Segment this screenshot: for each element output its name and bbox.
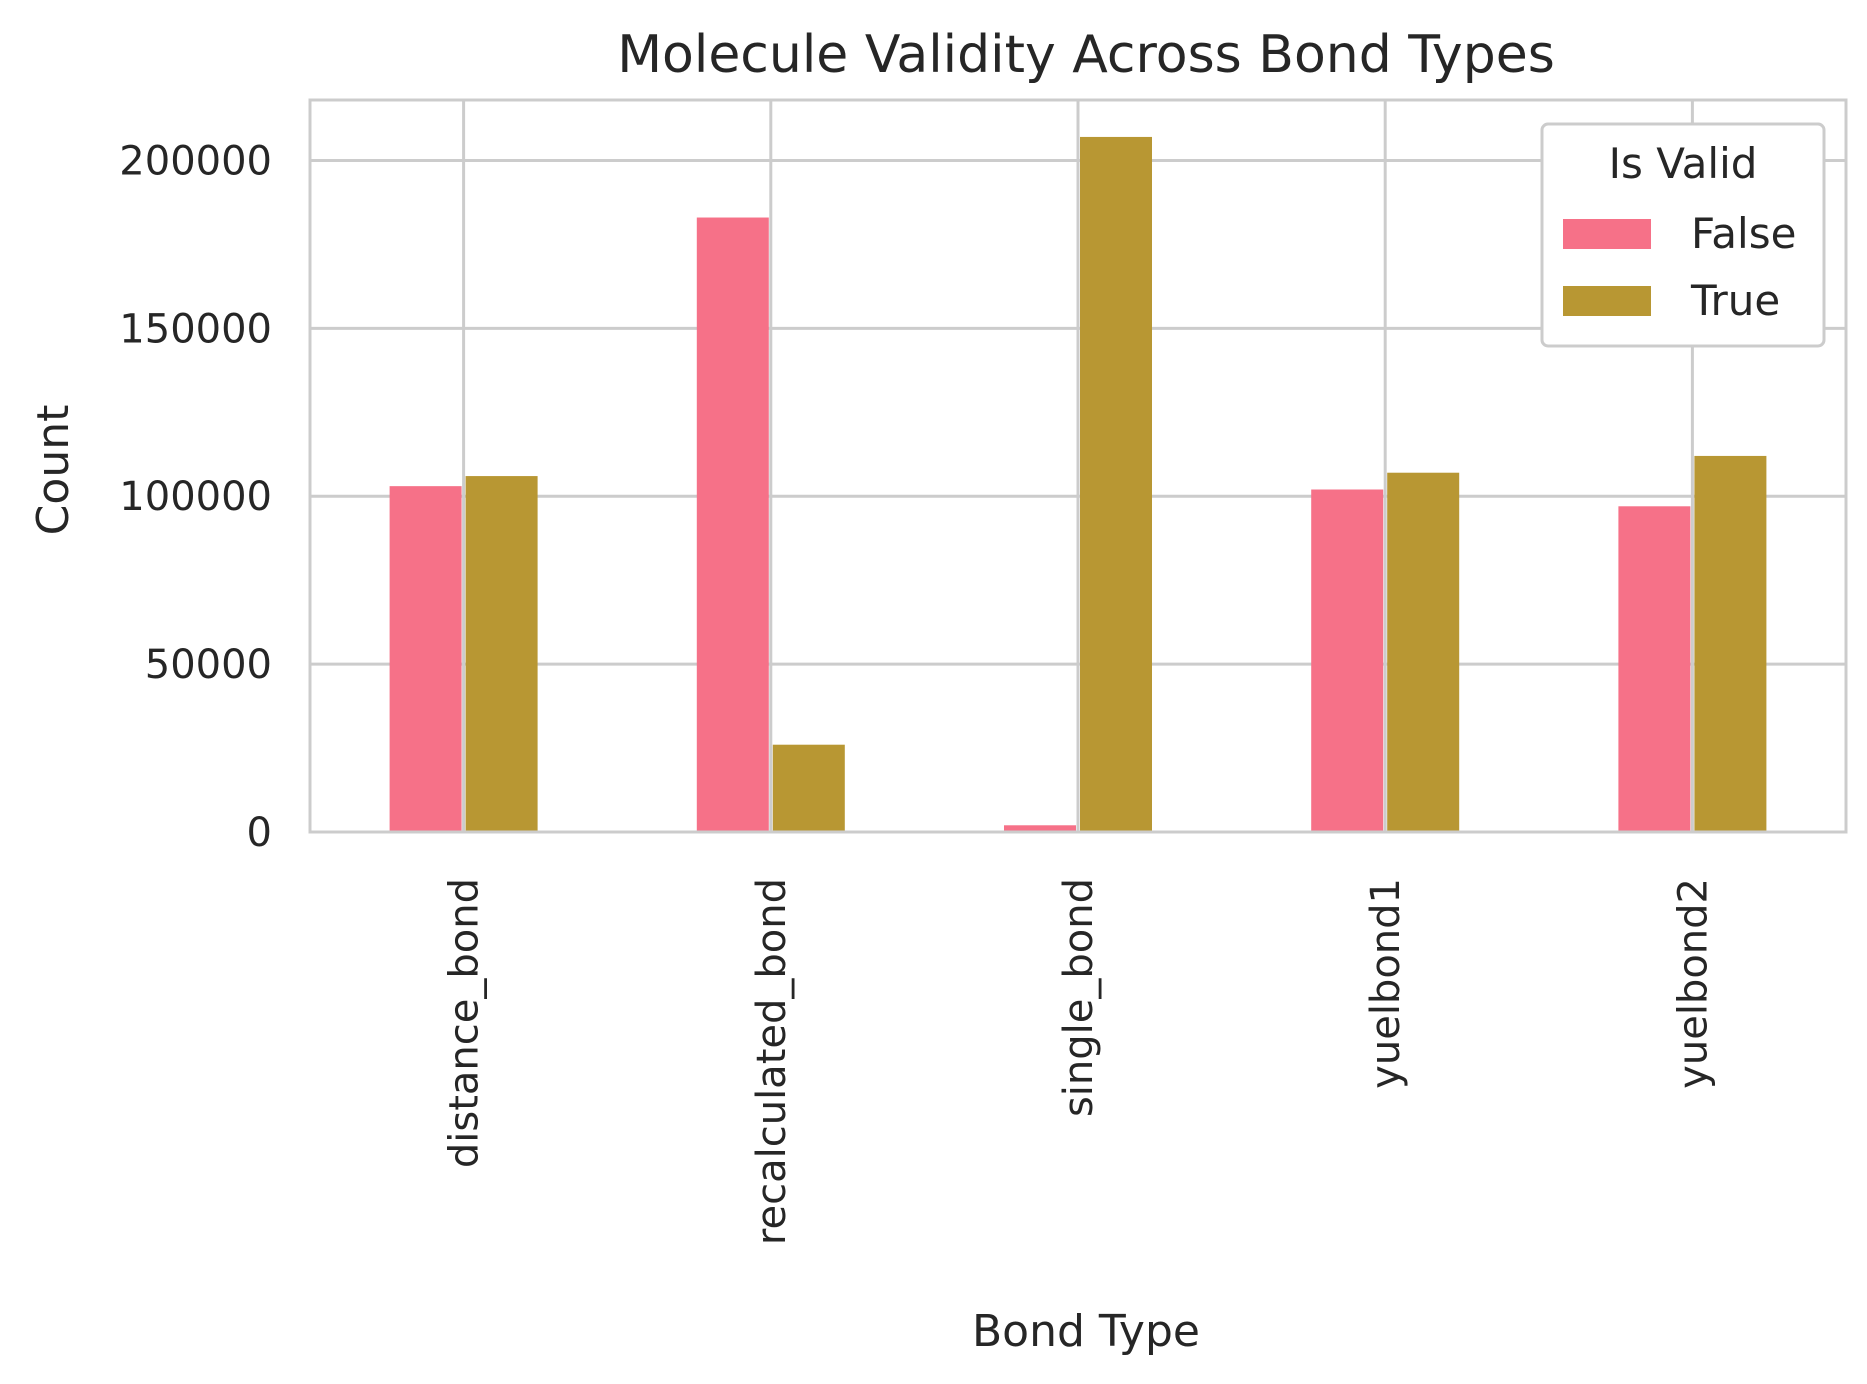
chart-title: Molecule Validity Across Bond Types: [617, 25, 1555, 85]
x-tick-label: recalculated_bond: [749, 878, 795, 1245]
bars-group: [389, 136, 1767, 832]
bar-true-yuelbond2: [1694, 455, 1767, 832]
bar-false-yuelbond1: [1311, 489, 1384, 832]
bar-false-distance_bond: [389, 486, 462, 832]
x-tick-labels: distance_bond recalculated_bond single_bon…: [442, 878, 1717, 1245]
x-tick-label: single_bond: [1056, 878, 1102, 1117]
x-tick-label: yuelbond2: [1670, 878, 1716, 1089]
legend-label-true: True: [1690, 276, 1780, 325]
plot-frame: [308, 98, 1848, 834]
x-tick-label: yuelbond1: [1363, 878, 1409, 1089]
x-tick-label: distance_bond: [442, 878, 488, 1168]
y-tick-label: 200000: [119, 138, 272, 184]
y-axis-label: Count: [28, 405, 79, 536]
x-axis-label: Bond Type: [972, 1306, 1200, 1357]
legend-swatch-true: [1563, 286, 1651, 316]
y-tick-label: 150000: [119, 306, 272, 352]
legend-swatch-false: [1563, 219, 1651, 249]
y-tick-label: 50000: [145, 642, 272, 688]
bar-true-recalculated_bond: [772, 744, 845, 832]
bar-false-recalculated_bond: [696, 217, 769, 832]
y-tick-label: 100000: [119, 474, 272, 520]
y-tick-labels: 0 50000 100000 150000 200000: [119, 138, 272, 856]
bar-false-yuelbond2: [1618, 506, 1691, 832]
bar-true-yuelbond1: [1387, 472, 1460, 832]
legend: Is Valid False True: [1540, 122, 1826, 348]
legend-label-false: False: [1691, 209, 1796, 258]
y-tick-label: 0: [247, 810, 272, 856]
bar-false-single_bond: [1004, 825, 1076, 832]
bar-true-single_bond: [1080, 136, 1152, 832]
bar-true-distance_bond: [465, 476, 538, 832]
legend-title: Is Valid: [1609, 139, 1758, 188]
